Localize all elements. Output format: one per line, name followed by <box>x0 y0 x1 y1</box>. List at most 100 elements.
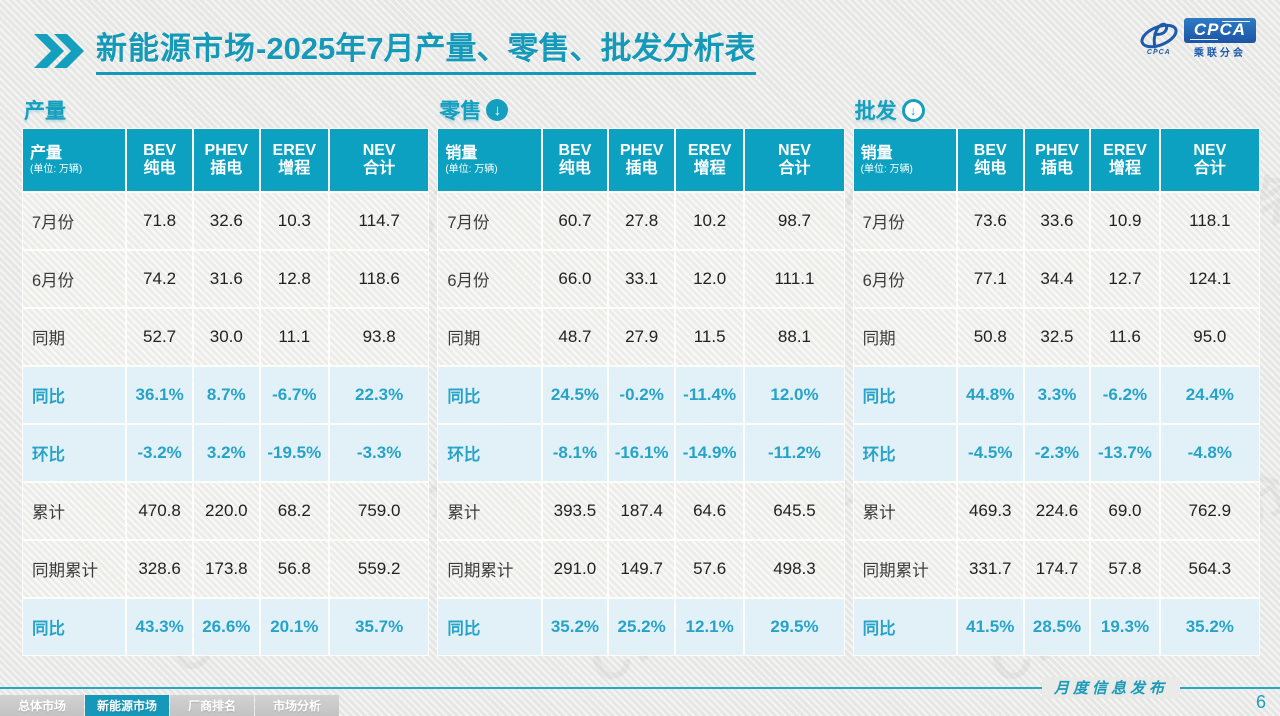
nav-tab-厂商排名[interactable]: 厂商排名 <box>170 695 254 716</box>
table-cell: 33.6 <box>1024 193 1090 249</box>
data-table: 销量 (单位: 万辆) BEV 纯电 PHEV 插电 EREV 增程 NEV 合计 7月份 73.… <box>852 128 1260 656</box>
table-cell: 10.9 <box>1091 193 1159 249</box>
nav-tab-总体市场[interactable]: 总体市场 <box>0 695 84 716</box>
table-cell: -2.3% <box>1024 425 1090 481</box>
table-cell: 22.3% <box>329 367 429 423</box>
table-cell: 34.4 <box>1024 251 1090 307</box>
cpca-logo: CPCA CPCA 乘联分会 <box>1139 18 1256 59</box>
table-cell: 11.1 <box>260 309 328 365</box>
cpca-logo-small-text: CPCA <box>1146 49 1171 56</box>
section-header: 批发 ↓ <box>853 92 1260 128</box>
table-cell: 29.5% <box>745 599 844 655</box>
tables-area: 产量 产量 (单位: 万辆) BEV 纯电 PHEV 插电 EREV 增程 NEV 合计 7月份… <box>22 92 1260 656</box>
row-label: 同比 <box>438 599 541 655</box>
table-cell: -4.8% <box>1160 425 1259 481</box>
column-header: EREV 增程 <box>675 129 744 191</box>
table-cell: 93.8 <box>329 309 429 365</box>
unit-label: (单位: 万辆) <box>30 163 83 175</box>
down-arrow-circle-icon: ↓ <box>901 98 925 122</box>
down-arrow-circle-icon: ↓ <box>486 99 509 121</box>
table-cell: 10.2 <box>675 193 744 249</box>
table-cell: 328.6 <box>127 541 192 597</box>
table-corner-header: 产量 (单位: 万辆) <box>23 129 126 191</box>
table-cell: 98.7 <box>745 193 844 249</box>
row-label: 6月份 <box>438 251 541 307</box>
table-cell: 220.0 <box>193 483 259 539</box>
section-title: 零售 <box>439 100 482 123</box>
table-cell: 12.7 <box>1091 251 1159 307</box>
table-section: 产量 产量 (单位: 万辆) BEV 纯电 PHEV 插电 EREV 增程 NEV 合计 7月份… <box>22 92 430 656</box>
table-cell: 27.9 <box>609 309 674 365</box>
title-row: 新能源市场-2025年7月产量、零售、批发分析表 <box>34 30 756 75</box>
row-label: 7月份 <box>23 193 126 249</box>
row-label: 环比 <box>853 425 956 481</box>
table-cell: 57.6 <box>675 541 744 597</box>
table-cell: 74.2 <box>127 251 192 307</box>
page-title-rest: -2025年7月产量、零售、批发分析表 <box>256 31 756 66</box>
table-cell: 95.0 <box>1160 309 1259 365</box>
row-label: 同比 <box>853 599 956 655</box>
table-cell: 124.1 <box>1160 251 1259 307</box>
cpca-logo-text: CPCA 乘联分会 <box>1183 18 1256 59</box>
table-cell: 69.0 <box>1091 483 1159 539</box>
row-label: 同期 <box>438 309 541 365</box>
table-cell: 645.5 <box>745 483 844 539</box>
page-title-main: 新能源市场 <box>96 31 256 66</box>
table-cell: 3.2% <box>193 425 259 481</box>
table-cell: 77.1 <box>957 251 1023 307</box>
table-cell: -14.9% <box>675 425 744 481</box>
table-cell: 564.3 <box>1160 541 1259 597</box>
table-cell: -19.5% <box>260 425 328 481</box>
cpca-swirl-icon: CPCA <box>1139 21 1179 56</box>
row-label: 累计 <box>23 483 126 539</box>
table-cell: 43.3% <box>127 599 192 655</box>
footer-divider-line <box>0 687 1280 689</box>
table-cell: 174.7 <box>1024 541 1090 597</box>
row-label: 同期累计 <box>853 541 956 597</box>
table-cell: 149.7 <box>609 541 674 597</box>
row-label: 7月份 <box>438 193 541 249</box>
table-cell: -11.2% <box>745 425 844 481</box>
table-cell: 12.0% <box>745 367 844 423</box>
data-table: 销量 (单位: 万辆) BEV 纯电 PHEV 插电 EREV 增程 NEV 合计 7月份 60.… <box>437 128 845 656</box>
table-cell: -16.1% <box>609 425 674 481</box>
page-number: 6 <box>1255 692 1266 712</box>
row-label: 环比 <box>23 425 126 481</box>
nav-tab-新能源市场[interactable]: 新能源市场 <box>85 695 169 716</box>
table-cell: 8.7% <box>193 367 259 423</box>
table-cell: 291.0 <box>542 541 608 597</box>
row-label: 累计 <box>853 483 956 539</box>
table-cell: 559.2 <box>329 541 429 597</box>
table-cell: 331.7 <box>957 541 1023 597</box>
row-label: 同期 <box>853 309 956 365</box>
table-cell: 88.1 <box>745 309 844 365</box>
section-title: 产量 <box>24 100 66 123</box>
table-cell: 11.5 <box>675 309 744 365</box>
table-cell: 224.6 <box>1024 483 1090 539</box>
table-cell: 64.6 <box>675 483 744 539</box>
unit-label: (单位: 万辆) <box>860 163 913 175</box>
table-cell: 470.8 <box>127 483 192 539</box>
table-cell: 35.2% <box>542 599 608 655</box>
table-cell: -6.2% <box>1091 367 1159 423</box>
table-cell: 28.5% <box>1024 599 1090 655</box>
row-label: 同比 <box>853 367 956 423</box>
table-cell: 118.1 <box>1160 193 1259 249</box>
table-cell: 393.5 <box>542 483 608 539</box>
table-cell: 35.7% <box>329 599 429 655</box>
table-cell: 114.7 <box>329 193 429 249</box>
table-cell: -0.2% <box>609 367 674 423</box>
table-cell: 19.3% <box>1091 599 1159 655</box>
row-label: 累计 <box>438 483 541 539</box>
table-cell: -3.3% <box>329 425 429 481</box>
table-cell: 33.1 <box>609 251 674 307</box>
table-cell: 32.5 <box>1024 309 1090 365</box>
unit-label: (单位: 万辆) <box>445 163 498 175</box>
table-cell: 187.4 <box>609 483 674 539</box>
nav-tab-市场分析[interactable]: 市场分析 <box>255 695 339 716</box>
column-header: EREV 增程 <box>260 129 328 191</box>
table-cell: 35.2% <box>1160 599 1259 655</box>
table-corner-header: 销量 (单位: 万辆) <box>853 129 956 191</box>
table-cell: 762.9 <box>1160 483 1259 539</box>
